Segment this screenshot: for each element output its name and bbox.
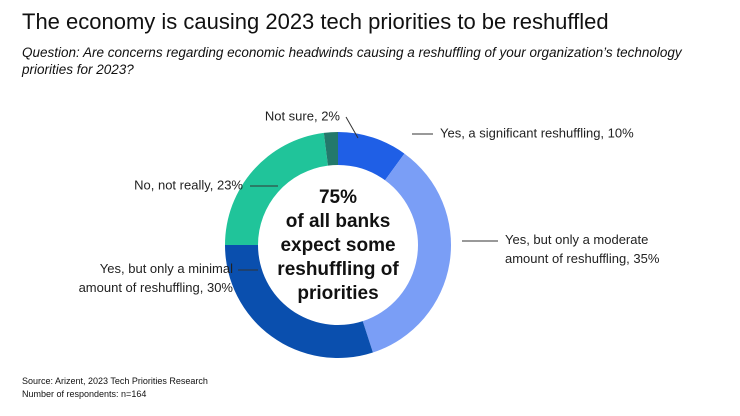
label-line: amount of reshuffling, 30% (79, 280, 234, 295)
center-annotation: priorities (297, 283, 378, 304)
respondents: Number of respondents: n=164 (22, 389, 147, 399)
data-label: Yes, but only a moderate amount of reshuf… (505, 232, 660, 266)
donut-slice (338, 132, 405, 181)
donut-slice (225, 245, 373, 359)
label-line: Yes, but only a moderate (505, 232, 648, 247)
leader-line (345, 116, 359, 139)
data-label: Yes, a significant reshuffling, 10% (440, 125, 634, 140)
chart-title: The economy is causing 2023 tech priorit… (22, 9, 609, 34)
donut-slice (225, 132, 328, 245)
chart-subtitle: Question: Are concerns regarding economi… (22, 45, 682, 77)
label-line: amount of reshuffling, 35% (505, 251, 660, 266)
donut-slice (323, 132, 338, 166)
data-label: Not sure, 2% (265, 108, 341, 123)
data-label: No, not really, 23% (134, 177, 243, 192)
center-annotation: reshuffling of (277, 259, 399, 280)
center-annotation: 75% (319, 187, 357, 208)
donut-slice (362, 153, 451, 353)
label-line: Yes, but only a minimal (100, 261, 233, 276)
source: Source: Arizent, 2023 Tech Priorities Re… (22, 376, 208, 386)
data-label: Yes, but only a minimal amount of reshuff… (79, 261, 234, 295)
center-annotation: expect some (280, 235, 395, 256)
center-annotation: of all banks (286, 211, 391, 232)
